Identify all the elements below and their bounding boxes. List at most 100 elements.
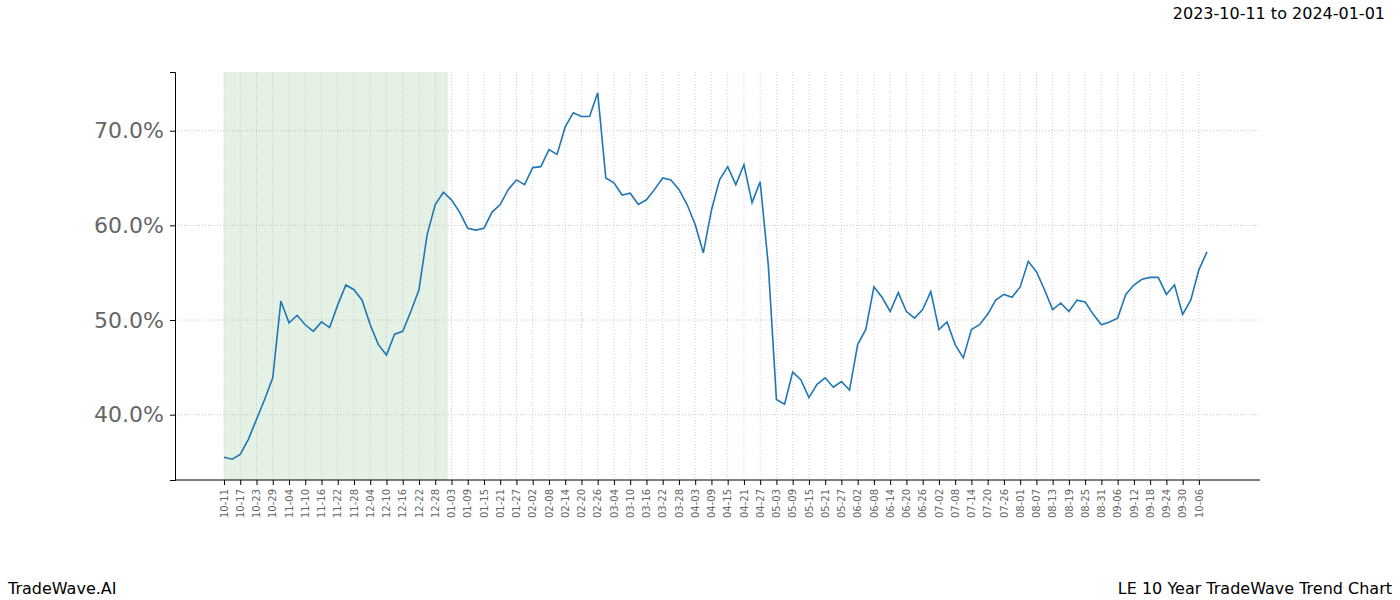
x-tick-label: 10-29 [267, 489, 278, 518]
x-tick-label: 10-06 [1194, 489, 1205, 518]
grid-line-x [825, 72, 826, 480]
grid-line-x [987, 72, 988, 480]
x-tick-label: 08-13 [1047, 489, 1058, 518]
x-tick-label: 09-06 [1112, 489, 1123, 518]
grid-line-x [565, 72, 566, 480]
x-tick-mark [321, 480, 322, 485]
x-tick-mark [305, 480, 306, 485]
x-tick-mark [1020, 480, 1021, 485]
x-tick-mark [256, 480, 257, 485]
x-tick-label: 01-03 [446, 489, 457, 518]
x-tick: 08-19 [1064, 480, 1075, 518]
grid-line-x [890, 72, 891, 480]
x-tick-mark [939, 480, 940, 485]
x-tick: 06-26 [917, 480, 928, 518]
grid-line-x [727, 72, 728, 480]
x-tick-label: 05-21 [820, 489, 831, 518]
x-axis: 10-1110-1710-2310-2911-0411-1011-1611-22… [175, 480, 1260, 518]
x-tick-mark [614, 480, 615, 485]
x-tick-label: 10-23 [251, 489, 262, 518]
x-tick-mark [890, 480, 891, 485]
x-tick-mark [793, 480, 794, 485]
x-tick-label: 02-08 [544, 489, 555, 518]
x-tick: 06-14 [885, 480, 896, 518]
grid-line-x [646, 72, 647, 480]
x-tick: 11-28 [349, 480, 360, 518]
grid-line-x [516, 72, 517, 480]
x-tick-mark [760, 480, 761, 485]
grid-line-x [224, 72, 225, 480]
x-tick: 04-03 [690, 480, 701, 518]
x-tick-label: 04-21 [739, 489, 750, 518]
x-tick-mark [679, 480, 680, 485]
x-tick: 08-31 [1096, 480, 1107, 518]
x-tick-label: 06-08 [869, 489, 880, 518]
x-tick-mark [874, 480, 875, 485]
x-tick-label: 12-10 [381, 489, 392, 518]
x-tick-label: 05-15 [804, 489, 815, 518]
x-tick-label: 12-22 [414, 489, 425, 518]
x-tick-label: 06-20 [901, 489, 912, 518]
grid-line-x [305, 72, 306, 480]
x-tick: 10-23 [251, 480, 262, 518]
x-tick: 11-16 [316, 480, 327, 518]
x-tick-mark [955, 480, 956, 485]
y-tick: 70.0% [94, 118, 175, 143]
x-tick: 10-06 [1194, 480, 1205, 518]
x-tick: 04-21 [739, 480, 750, 518]
x-tick-mark [809, 480, 810, 485]
x-tick-label: 08-19 [1064, 489, 1075, 518]
x-tick-label: 11-10 [300, 489, 311, 518]
x-tick: 09-18 [1145, 480, 1156, 518]
x-tick-mark [500, 480, 501, 485]
x-tick: 12-10 [381, 480, 392, 518]
grid-line-x [906, 72, 907, 480]
grid-line-x [435, 72, 436, 480]
x-tick-label: 10-17 [235, 489, 246, 518]
x-tick-mark [1101, 480, 1102, 485]
x-tick: 03-04 [609, 480, 620, 518]
x-tick-mark [646, 480, 647, 485]
grid-line-x [922, 72, 923, 480]
x-tick: 03-10 [625, 480, 636, 518]
grid-line-x [483, 72, 484, 480]
x-tick-mark [988, 480, 989, 485]
x-tick: 03-22 [657, 480, 668, 518]
title: 2023-10-11 to 2024-01-01 [1173, 4, 1385, 23]
x-tick-label: 07-14 [966, 489, 977, 518]
grid-line-x [500, 72, 501, 480]
plot-area [175, 72, 1260, 480]
grid-line-x [1085, 72, 1086, 480]
y-tick-label: 60.0% [94, 213, 164, 238]
x-tick-label: 07-26 [999, 489, 1010, 518]
grid-line-x [272, 72, 273, 480]
x-tick: 09-06 [1112, 480, 1123, 518]
x-tick-label: 01-21 [495, 489, 506, 518]
x-tick-mark [663, 480, 664, 485]
x-tick: 08-01 [1015, 480, 1026, 518]
x-tick-mark [858, 480, 859, 485]
x-tick: 12-16 [397, 480, 408, 518]
x-tick-label: 02-02 [527, 489, 538, 518]
x-tick: 03-16 [641, 480, 652, 518]
x-tick-label: 09-24 [1161, 489, 1172, 518]
grid-line-x [1003, 72, 1004, 480]
grid-line-x [662, 72, 663, 480]
x-tick-mark [289, 480, 290, 485]
grid-line-x [1166, 72, 1167, 480]
x-tick-label: 03-04 [609, 489, 620, 518]
x-tick-label: 05-27 [836, 489, 847, 518]
x-tick-mark [841, 480, 842, 485]
x-tick: 02-14 [560, 480, 571, 518]
grid-line-x [1052, 72, 1053, 480]
x-tick-mark [630, 480, 631, 485]
y-tick-mark [170, 131, 175, 132]
grid-line-x [841, 72, 842, 480]
grid-line-x [288, 72, 289, 480]
x-tick: 01-15 [479, 480, 490, 518]
grid-line-x [1101, 72, 1102, 480]
grid-line-x [353, 72, 354, 480]
grid [175, 72, 1260, 480]
x-tick: 07-26 [999, 480, 1010, 518]
x-tick: 05-27 [836, 480, 847, 518]
